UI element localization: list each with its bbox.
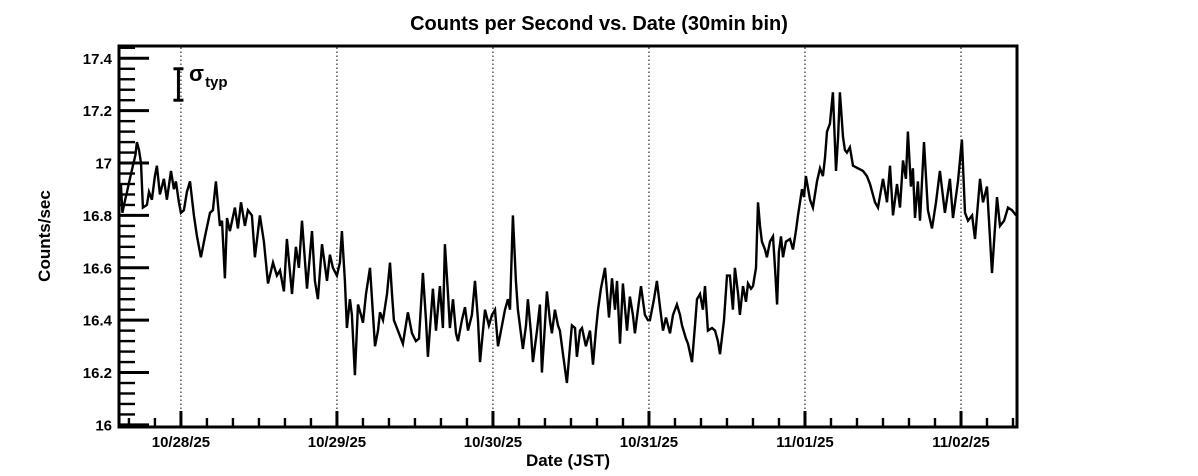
y-tick-label: 17 (95, 156, 112, 173)
x-tick-label: 10/28/25 (152, 434, 210, 451)
x-tick-labels: 10/28/25 10/29/25 10/30/25 10/31/25 11/01/25… (152, 434, 990, 451)
y-tick-label: 17.2 (83, 103, 112, 120)
x-gridlines (180, 47, 962, 426)
x-tick-label: 10/30/25 (464, 434, 522, 451)
x-axis-title: Date (JST) (525, 451, 611, 470)
plot-frame (117, 44, 1019, 429)
x-tick-label: 10/29/25 (308, 434, 366, 451)
y-tick-labels: 16 16.2 16.4 16.6 16.8 17 17.2 17.4 (83, 51, 113, 435)
y-tick-label: 17.4 (83, 51, 113, 68)
x-tick-label: 10/31/25 (620, 434, 678, 451)
y-tick-label: 16.8 (83, 208, 112, 225)
y-minor-ticks (120, 46, 135, 416)
y-tick-label: 16.2 (83, 365, 112, 382)
chart-title: Counts per Second vs. Date (30min bin) (410, 13, 788, 35)
sigma-typ-annotation: σtyp (189, 61, 228, 92)
y-axis-title: Counts/sec (35, 190, 54, 282)
x-major-ticks (179, 411, 963, 426)
x-minor-ticks (127, 418, 1015, 426)
y-major-ticks (120, 56, 149, 427)
x-tick-label: 11/02/25 (932, 434, 990, 451)
y-tick-label: 16.6 (83, 260, 112, 277)
y-tick-label: 16.4 (83, 313, 113, 330)
sigma-subscript: typ (205, 74, 228, 92)
series-line (117, 92, 1018, 384)
y-tick-label: 16 (95, 417, 112, 434)
sigma-symbol: σ (189, 61, 205, 86)
x-tick-label: 11/01/25 (776, 434, 834, 451)
sigma-error-bar (173, 67, 184, 102)
